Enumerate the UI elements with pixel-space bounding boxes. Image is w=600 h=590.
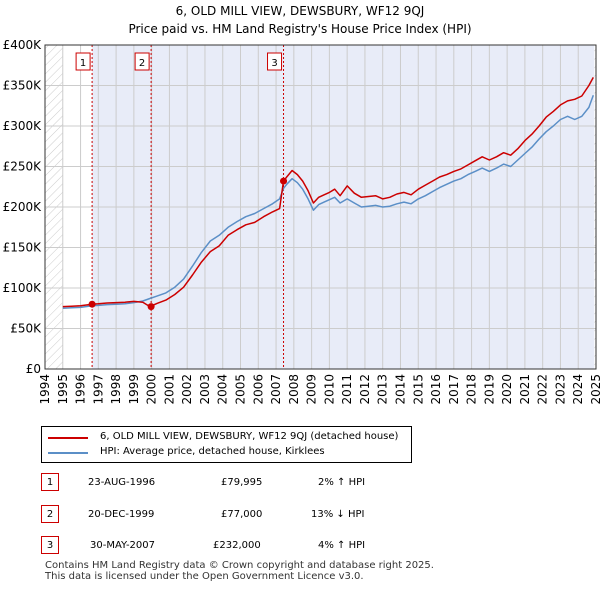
x-tick-label: 1997 [91, 374, 105, 405]
x-tick-label: 2019 [482, 374, 496, 405]
x-tick-label: 2005 [234, 374, 248, 405]
y-tick-label: £300K [3, 119, 43, 133]
x-tick-label: 2004 [216, 374, 230, 405]
sale-date: 30-MAY-2007 [90, 540, 156, 551]
x-tick-label: 2002 [180, 374, 194, 405]
price-chart: 1 2 3 £0 £50K £100K £150K £200K £250K £300K £350K… [3, 38, 600, 405]
legend: 6, OLD MILL VIEW, DEWSBURY, WF12 9QJ (de… [41, 426, 412, 463]
footer-copyright: Contains HM Land Registry data © Crown c… [45, 560, 434, 571]
series-line-hpi [62, 94, 595, 310]
legend-label-property: 6, OLD MILL VIEW, DEWSBURY, WF12 9QJ (de… [100, 431, 399, 442]
x-tick-label: 2022 [536, 374, 550, 405]
plot-border [44, 44, 597, 370]
chart-title: 6, OLD MILL VIEW, DEWSBURY, WF12 9QJ [175, 4, 425, 18]
legend-swatch-hpi [48, 452, 88, 454]
y-tick-label: £250K [3, 160, 43, 174]
sale-label: 3 [271, 58, 277, 69]
x-tick-label: 2018 [465, 374, 479, 405]
y-tick-label: £100K [3, 281, 43, 295]
x-tick-label: 1994 [38, 374, 52, 405]
sale-label-box [134, 52, 150, 71]
sale-point [88, 300, 96, 308]
x-tick-label: 1996 [74, 374, 88, 405]
x-tick-label: 2014 [393, 374, 407, 405]
x-tick-label: 2006 [251, 374, 265, 405]
y-tick-label: £0 [26, 362, 41, 376]
y-tick-label: £150K [3, 241, 43, 255]
x-tick-label: 2009 [305, 374, 319, 405]
x-tick-label: 2000 [145, 374, 159, 405]
x-tick-label: 2021 [518, 374, 532, 405]
sale-badge: 3 [41, 536, 59, 554]
sale-hpi-change: 13% ↓ HPI [311, 509, 365, 520]
x-tick-label: 2025 [589, 374, 600, 405]
sale-hpi-change: 4% ↑ HPI [318, 540, 366, 551]
x-tick-label: 2012 [358, 374, 372, 405]
x-tick-label: 2023 [553, 374, 567, 405]
chart-subtitle: Price paid vs. HM Land Registry's House … [128, 22, 472, 36]
x-tick-label: 2013 [376, 374, 390, 405]
series-line-property [62, 77, 594, 308]
x-tick-label: 1995 [56, 374, 70, 405]
y-tick-label: £50K [10, 322, 42, 336]
x-tick-label: 2011 [340, 374, 354, 405]
x-tick-label: 1998 [109, 374, 123, 405]
x-tick-label: 2001 [162, 374, 176, 405]
x-tick-label: 2008 [287, 374, 301, 405]
x-tick-label: 1999 [127, 374, 141, 405]
sale-price: £232,000 [213, 540, 261, 551]
sale-hpi-change: 2% ↑ HPI [318, 477, 366, 488]
sale-date: 23-AUG-1996 [88, 477, 156, 488]
x-tick-label: 2017 [447, 374, 461, 405]
y-tick-label: £400K [3, 38, 43, 52]
sale-label-box [75, 52, 91, 71]
x-tick-label: 2010 [322, 374, 336, 405]
sale-date: 20-DEC-1999 [88, 509, 155, 520]
sale-price: £79,995 [221, 477, 263, 488]
sale-badge: 1 [41, 473, 59, 491]
footer-license: This data is licensed under the Open Gov… [45, 571, 364, 582]
sale-point [147, 303, 155, 311]
sale-label: 2 [139, 58, 145, 69]
x-tick-label: 2003 [198, 374, 212, 405]
x-tick-label: 2007 [269, 374, 283, 405]
sale-point [280, 177, 288, 185]
legend-swatch-property [48, 437, 88, 439]
y-tick-label: £200K [3, 200, 43, 214]
legend-label-hpi: HPI: Average price, detached house, Kirk… [100, 446, 325, 457]
sale-price: £77,000 [221, 509, 263, 520]
sale-badge: 2 [41, 505, 59, 523]
x-tick-label: 2016 [429, 374, 443, 405]
sale-label: 1 [80, 58, 86, 69]
x-tick-label: 2015 [411, 374, 425, 405]
x-tick-label: 2020 [500, 374, 514, 405]
x-tick-label: 2024 [571, 374, 585, 405]
sale-label-box [267, 52, 283, 71]
y-tick-label: £350K [3, 79, 43, 93]
